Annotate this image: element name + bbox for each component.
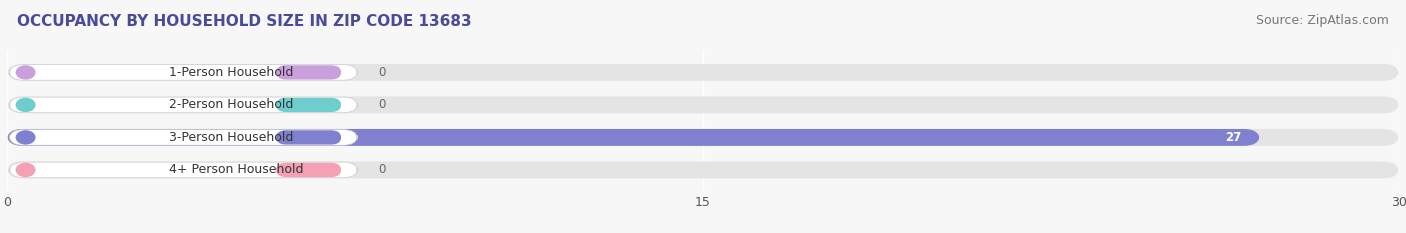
FancyBboxPatch shape: [10, 162, 357, 178]
Text: OCCUPANCY BY HOUSEHOLD SIZE IN ZIP CODE 13683: OCCUPANCY BY HOUSEHOLD SIZE IN ZIP CODE …: [17, 14, 471, 29]
FancyBboxPatch shape: [7, 129, 1399, 146]
Text: 1-Person Household: 1-Person Household: [170, 66, 294, 79]
Text: 3-Person Household: 3-Person Household: [170, 131, 294, 144]
Circle shape: [17, 131, 35, 144]
FancyBboxPatch shape: [7, 129, 1260, 146]
Text: 27: 27: [1225, 131, 1241, 144]
FancyBboxPatch shape: [10, 97, 357, 113]
Text: 2-Person Household: 2-Person Household: [170, 98, 294, 111]
FancyBboxPatch shape: [7, 64, 1399, 81]
FancyBboxPatch shape: [7, 161, 1399, 178]
Circle shape: [17, 163, 35, 176]
Text: Source: ZipAtlas.com: Source: ZipAtlas.com: [1256, 14, 1389, 27]
FancyBboxPatch shape: [10, 65, 357, 80]
Text: 0: 0: [378, 66, 385, 79]
Text: 4+ Person Household: 4+ Person Household: [170, 163, 304, 176]
Text: 0: 0: [378, 98, 385, 111]
Circle shape: [17, 98, 35, 111]
FancyBboxPatch shape: [276, 130, 342, 144]
Text: 0: 0: [378, 163, 385, 176]
Circle shape: [17, 66, 35, 79]
FancyBboxPatch shape: [10, 130, 357, 145]
FancyBboxPatch shape: [276, 98, 342, 112]
FancyBboxPatch shape: [7, 96, 1399, 113]
FancyBboxPatch shape: [276, 163, 342, 177]
FancyBboxPatch shape: [276, 65, 342, 79]
